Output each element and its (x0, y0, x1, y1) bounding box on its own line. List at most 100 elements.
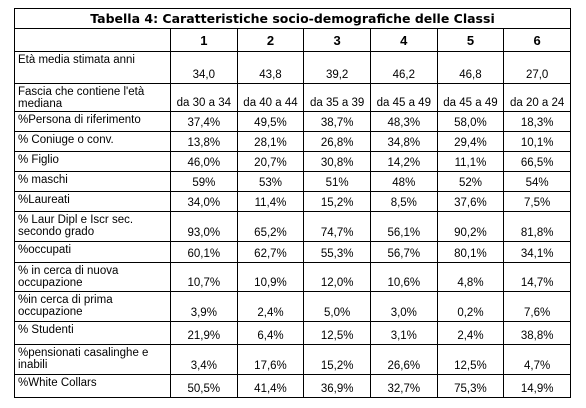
cell-value: 46,0% (170, 151, 238, 172)
cell-value: da 40 a 44 (236, 83, 305, 112)
cell-value: 56,1% (369, 211, 438, 242)
table-row: % Figlio 46,0% 20,7% 30,8% 14,2% 11,1% 66,5% (14, 151, 571, 172)
cell-value: 7,6% (503, 291, 571, 322)
cell-value: 93,0% (170, 211, 238, 242)
cell-value: 10,1% (503, 131, 571, 152)
cell-value: 7,5% (503, 191, 571, 212)
row-label: % in cerca di nuova occupazione (14, 262, 171, 292)
cell-value: 52% (436, 171, 505, 192)
cell-value: da 45 a 49 (436, 83, 505, 112)
table-row: %pensionati casalinghe e inabili 3,4% 17,6… (14, 344, 571, 375)
cell-value: 14,9% (503, 374, 571, 398)
cell-value: 12,0% (303, 262, 371, 292)
cell-value: 81,8% (503, 211, 571, 242)
cell-value: 62,7% (236, 241, 305, 263)
table-row: %in cerca di prima occupazione 3,9% 2,4% 5,… (14, 291, 571, 322)
cell-value: da 30 a 34 (170, 83, 238, 112)
cell-value: 80,1% (436, 241, 505, 263)
cell-value: 17,6% (236, 344, 305, 375)
cell-value: 11,1% (436, 151, 505, 172)
cell-value: 10,9% (236, 262, 305, 292)
cell-value: 10,6% (369, 262, 438, 292)
cell-value: 49,5% (236, 111, 305, 132)
cell-value: 15,2% (303, 344, 371, 375)
cell-value: 2,4% (436, 321, 505, 345)
cell-value: 46,8 (436, 51, 505, 84)
cell-value: 3,0% (369, 291, 438, 322)
cell-value: da 35 a 39 (303, 83, 371, 112)
cell-value: 39,2 (303, 51, 371, 84)
cell-value: 41,4% (236, 374, 305, 398)
table-row: % Studenti 21,9% 6,4% 12,5% 3,1% 2,4% 38,8% (14, 321, 571, 345)
cell-value: 11,4% (236, 191, 305, 212)
table-row: %White Collars 50,5% 41,4% 36,9% 32,7% 75,3% 1… (14, 374, 571, 398)
cell-value: 4,7% (503, 344, 571, 375)
cell-value: 12,5% (436, 344, 505, 375)
cell-value: 65,2% (236, 211, 305, 242)
row-label: % Figlio (14, 151, 171, 172)
table-row: % Laur Dipl e Iscr sec. secondo grado 93,… (14, 211, 571, 242)
row-label: %Persona di riferimento (14, 111, 171, 132)
cell-value: 26,6% (369, 344, 438, 375)
title-row: Tabella 4: Caratteristiche socio-demogra… (14, 8, 571, 29)
cell-value: 50,5% (170, 374, 238, 398)
cell-value: 2,4% (236, 291, 305, 322)
cell-value: 90,2% (436, 211, 505, 242)
cell-value: 0,2% (436, 291, 505, 322)
cell-value: 48,3% (369, 111, 438, 132)
cell-value: 28,1% (236, 131, 305, 152)
row-label: %Laureati (14, 191, 171, 212)
cell-value: 20,7% (236, 151, 305, 172)
cell-value: 34,0 (170, 51, 238, 84)
table-row: % Coniuge o conv. 13,8% 28,1% 26,8% 34,8% 29,… (14, 131, 571, 152)
data-table: Tabella 4: Caratteristiche socio-demogra… (14, 8, 571, 398)
row-label: %occupati (14, 241, 171, 263)
cell-value: 3,1% (369, 321, 438, 345)
table-title: Tabella 4: Caratteristiche socio-demogra… (14, 8, 571, 29)
row-label: % maschi (14, 171, 171, 192)
row-label: % Coniuge o conv. (14, 131, 171, 152)
table-row: Fascia che contiene l'età mediana da 30 a… (14, 83, 571, 112)
cell-value: 43,8 (236, 51, 305, 84)
table-row: %Persona di riferimento 37,4% 49,5% 38,7% 48… (14, 111, 571, 132)
table-row: % maschi 59% 53% 51% 48% 52% 54% (14, 171, 571, 192)
cell-value: 55,3% (303, 241, 371, 263)
row-label: % Laur Dipl e Iscr sec. secondo grado (14, 211, 171, 242)
column-header: 1 (170, 28, 238, 52)
cell-value: 46,2 (369, 51, 438, 84)
cell-value: 6,4% (236, 321, 305, 345)
cell-value: 37,4% (170, 111, 238, 132)
table-row: %occupati 60,1% 62,7% 55,3% 56,7% 80,1% 34,1% (14, 241, 571, 263)
cell-value: da 45 a 49 (369, 83, 438, 112)
cell-value: 26,8% (303, 131, 371, 152)
cell-value: 21,9% (170, 321, 238, 345)
cell-value: 38,8% (503, 321, 571, 345)
cell-value: 60,1% (170, 241, 238, 263)
cell-value: da 20 a 24 (503, 83, 571, 112)
cell-value: 34,0% (170, 191, 238, 212)
cell-value: 48% (369, 171, 438, 192)
cell-value: 36,9% (303, 374, 371, 398)
row-label: % Studenti (14, 321, 171, 345)
cell-value: 15,2% (303, 191, 371, 212)
row-label: %White Collars (14, 374, 171, 398)
cell-value: 27,0 (503, 51, 571, 84)
table-row: Età media stimata anni 34,0 43,8 39,2 46,2 46… (14, 51, 571, 84)
cell-value: 34,1% (503, 241, 571, 263)
table-body: Età media stimata anni 34,0 43,8 39,2 46,2 46… (14, 51, 571, 398)
cell-value: 66,5% (503, 151, 571, 172)
cell-value: 14,7% (503, 262, 571, 292)
column-header: 2 (236, 28, 305, 52)
cell-value: 18,3% (503, 111, 571, 132)
cell-value: 59% (170, 171, 238, 192)
table-row: %Laureati 34,0% 11,4% 15,2% 8,5% 37,6% 7,5% (14, 191, 571, 212)
cell-value: 29,4% (436, 131, 505, 152)
row-label: %in cerca di prima occupazione (14, 291, 171, 322)
cell-value: 3,9% (170, 291, 238, 322)
cell-value: 3,4% (170, 344, 238, 375)
cell-value: 13,8% (170, 131, 238, 152)
cell-value: 37,6% (436, 191, 505, 212)
cell-value: 4,8% (436, 262, 505, 292)
